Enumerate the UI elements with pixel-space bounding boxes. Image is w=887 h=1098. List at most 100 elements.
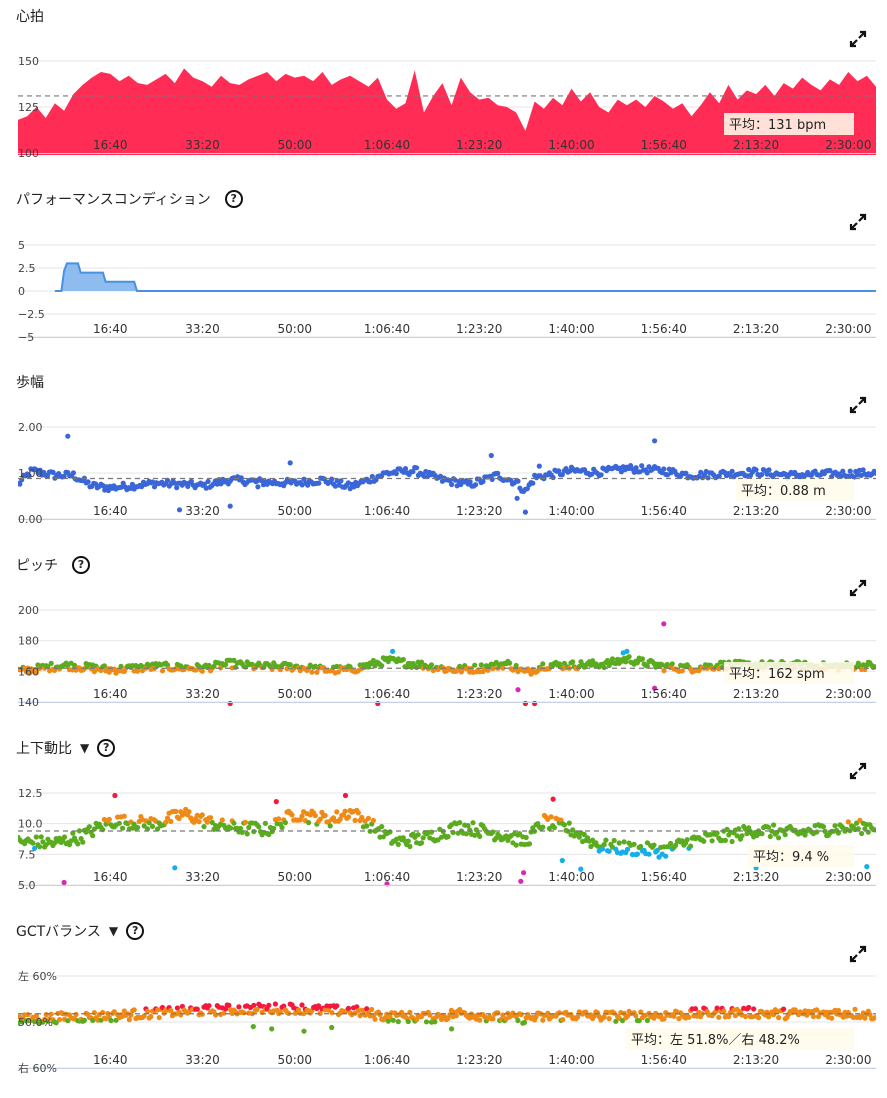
data-point xyxy=(271,825,277,831)
x-tick-label: 2:30:00 xyxy=(825,870,871,884)
data-point xyxy=(427,1012,433,1018)
data-point xyxy=(154,826,161,832)
data-point xyxy=(312,813,318,819)
chart-title-text: 心拍 xyxy=(16,9,44,25)
help-circle-icon[interactable]: ? xyxy=(224,190,243,208)
data-point xyxy=(540,661,546,667)
series-performance_condition xyxy=(54,262,876,292)
data-point xyxy=(601,664,607,671)
data-point xyxy=(48,660,54,666)
data-point xyxy=(613,1018,619,1024)
data-point xyxy=(372,1016,378,1022)
x-tick-label: 1:23:20 xyxy=(456,870,502,884)
x-tick-label: 1:23:20 xyxy=(456,687,502,701)
y-tick-label: 右 60% xyxy=(18,1061,57,1075)
data-point xyxy=(578,866,584,872)
data-point xyxy=(832,823,838,829)
expand-icon[interactable] xyxy=(849,213,867,231)
series-stride_length xyxy=(18,463,876,494)
help-circle-icon[interactable]: ? xyxy=(97,739,116,757)
data-point xyxy=(70,830,76,836)
chart-title-text: 歩幅 xyxy=(16,375,44,391)
data-point xyxy=(639,656,646,662)
data-point xyxy=(470,820,476,826)
expand-icon[interactable] xyxy=(849,579,867,597)
data-point xyxy=(395,841,401,847)
y-tick-label: −5 xyxy=(18,331,34,344)
data-point xyxy=(242,819,249,825)
data-point xyxy=(86,824,92,830)
data-point xyxy=(135,668,141,674)
data-point xyxy=(465,823,471,829)
data-point xyxy=(633,1013,639,1019)
data-point xyxy=(33,670,39,676)
data-point xyxy=(334,1003,340,1009)
triangle-down-icon[interactable]: ▼ xyxy=(80,741,90,755)
data-point xyxy=(176,815,182,822)
help-circle-icon[interactable]: ? xyxy=(126,922,145,940)
data-point xyxy=(272,1001,278,1007)
data-point xyxy=(334,809,340,815)
data-point xyxy=(299,813,305,819)
data-point xyxy=(85,479,91,485)
data-point xyxy=(178,1012,184,1018)
data-point xyxy=(112,792,118,799)
data-point xyxy=(480,478,486,485)
data-point xyxy=(490,1016,496,1022)
help-circle-icon[interactable]: ? xyxy=(72,556,90,574)
data-point xyxy=(428,829,435,835)
data-point xyxy=(135,824,141,831)
data-point xyxy=(246,824,252,831)
data-point xyxy=(317,816,323,822)
data-point xyxy=(405,1018,411,1025)
data-point xyxy=(507,660,513,666)
chart-plot-stride-length: 平均：0.88 m 2.00 1.00 0.00 16:40 33:20 50:00 1:06… xyxy=(18,421,876,526)
data-point xyxy=(601,1014,607,1020)
data-point xyxy=(317,1010,323,1016)
data-point xyxy=(379,824,385,830)
data-point xyxy=(651,1015,657,1021)
data-point xyxy=(266,1002,272,1008)
y-tick-label: 0.00 xyxy=(18,513,43,526)
data-point xyxy=(255,484,261,490)
data-point xyxy=(227,700,233,707)
data-point xyxy=(221,1010,227,1016)
data-point xyxy=(477,1017,483,1023)
expand-icon[interactable] xyxy=(849,396,867,414)
data-point xyxy=(53,1020,59,1026)
data-point xyxy=(402,466,409,472)
data-point xyxy=(490,666,496,672)
data-point xyxy=(33,834,39,840)
expand-icon[interactable] xyxy=(849,30,867,48)
x-tick-label: 33:20 xyxy=(185,504,220,518)
data-point xyxy=(783,471,789,477)
data-point xyxy=(105,1010,111,1017)
data-point xyxy=(256,824,262,830)
data-point xyxy=(309,669,315,675)
x-tick-label: 2:13:20 xyxy=(733,322,779,336)
data-point xyxy=(463,831,469,837)
data-point xyxy=(223,662,229,668)
data-point xyxy=(472,662,478,668)
data-point xyxy=(636,1018,642,1024)
chart-plot-gct-balance: 平均：左 51.8%／右 48.2% 左 60% 50.0% 右 60% 16:40 33… xyxy=(18,970,876,1075)
data-point xyxy=(262,820,268,826)
data-point xyxy=(379,663,385,669)
data-point xyxy=(385,1018,391,1024)
data-point xyxy=(736,826,742,832)
expand-icon[interactable] xyxy=(849,945,867,963)
x-tick-label: 2:30:00 xyxy=(825,687,871,701)
data-point xyxy=(387,1014,393,1020)
data-point xyxy=(345,1005,352,1011)
data-point xyxy=(530,480,536,486)
data-point xyxy=(269,1026,275,1032)
data-point xyxy=(382,1015,388,1021)
data-point xyxy=(418,840,425,846)
data-point xyxy=(651,842,657,848)
triangle-down-icon[interactable]: ▼ xyxy=(108,924,119,938)
data-point xyxy=(251,1002,257,1008)
expand-icon[interactable] xyxy=(849,762,867,780)
data-point xyxy=(521,1019,528,1026)
data-point xyxy=(633,465,639,471)
data-point xyxy=(626,654,632,660)
